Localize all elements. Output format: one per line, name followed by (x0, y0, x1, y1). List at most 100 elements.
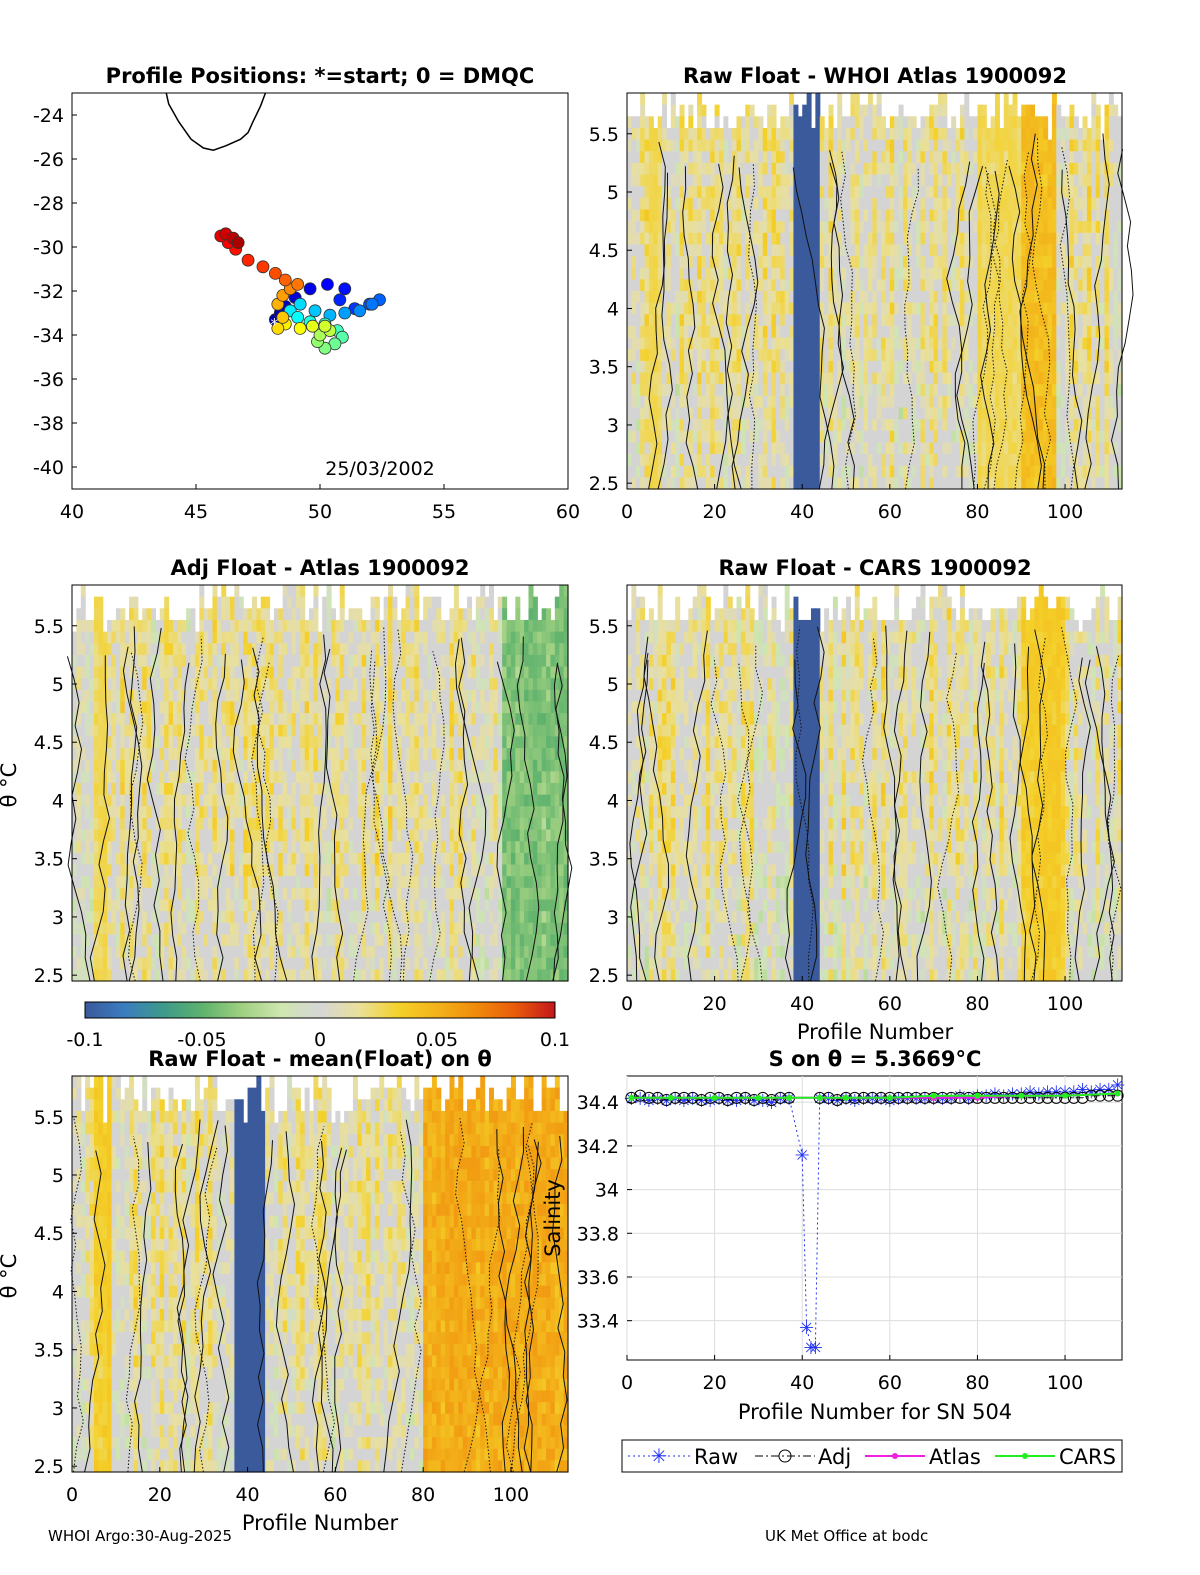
raw_whoi-heatmap-cell (745, 360, 751, 374)
raw_whoi-heatmap-cell (762, 372, 768, 385)
raw_whoi-heatmap-cell (692, 477, 698, 490)
raw_whoi-heatmap-cell (666, 360, 672, 374)
raw_whoi-heatmap-cell (964, 419, 970, 432)
adj_atlas-heatmap-cell (85, 666, 91, 679)
adj_atlas-heatmap-cell (133, 887, 139, 901)
adj_atlas-heatmap-cell (137, 946, 143, 959)
adj_atlas-heatmap-cell (190, 829, 196, 842)
raw_whoi-heatmap-cell (657, 454, 663, 467)
adj_atlas-heatmap-cell (203, 643, 209, 656)
raw_whoi-heatmap-cell (648, 279, 654, 292)
adj_atlas-heatmap-cell (111, 713, 117, 726)
raw_whoi-heatmap-cell (666, 221, 672, 234)
adj_atlas-heatmap-cell (203, 841, 209, 854)
raw_whoi-heatmap-cell (850, 325, 856, 339)
raw_whoi-heatmap-cell (640, 244, 646, 257)
raw_whoi-heatmap-cell (1060, 127, 1066, 141)
adj_atlas-heatmap-cell (212, 619, 218, 633)
adj_atlas-heatmap-cell (208, 631, 214, 644)
raw_whoi-heatmap-cell (942, 314, 948, 327)
adj_atlas-heatmap-cell (151, 689, 156, 703)
raw_whoi-heatmap-cell (942, 139, 948, 152)
raw_whoi-heatmap-cell (679, 127, 685, 141)
raw_whoi-heatmap-cell (1008, 465, 1014, 478)
raw_whoi-heatmap-cell (955, 407, 961, 420)
raw_whoi-heatmap-cell (994, 209, 1000, 222)
adj_atlas-heatmap-cell (137, 841, 143, 854)
raw_whoi-heatmap-cell (1021, 151, 1027, 164)
raw_whoi-heatmap-cell (767, 186, 773, 199)
raw_whoi-heatmap-cell (802, 151, 808, 164)
raw_whoi-heatmap-cell (907, 221, 913, 234)
adj_atlas-heatmap-cell (146, 748, 152, 761)
raw_whoi-heatmap-cell (859, 465, 865, 478)
raw_whoi-heatmap-cell (828, 291, 834, 304)
raw_whoi-heatmap-cell (771, 232, 777, 246)
adj_atlas-heatmap-cell (186, 806, 192, 819)
raw_whoi-heatmap-cell (981, 314, 987, 327)
raw_whoi-heatmap-cell (793, 291, 799, 304)
raw_whoi-heatmap-cell (1065, 127, 1071, 141)
adj_atlas-heatmap-cell (107, 701, 113, 714)
adj_atlas-heatmap-cell (199, 899, 205, 912)
raw_whoi-heatmap-cell (679, 267, 685, 280)
raw_whoi-heatmap-cell (723, 186, 729, 199)
raw_whoi-heatmap-cell (679, 256, 685, 269)
raw_whoi-heatmap-cell (810, 384, 816, 397)
raw_whoi-heatmap-cell (872, 337, 878, 350)
raw_whoi-heatmap-cell (762, 477, 768, 490)
raw_whoi-heatmap-cell (727, 442, 733, 455)
raw_whoi-heatmap-cell (710, 267, 716, 280)
raw_whoi-heatmap-cell (938, 384, 943, 397)
raw_whoi-heatmap-cell (758, 139, 764, 152)
raw_whoi-heatmap-cell (797, 279, 803, 292)
adj_atlas-heatmap-cell (93, 934, 99, 947)
adj_atlas-heatmap-cell (142, 852, 148, 866)
raw_whoi-heatmap-cell (692, 384, 698, 397)
raw_whoi-heatmap-cell (670, 174, 676, 187)
raw_whoi-heatmap-cell (1065, 279, 1071, 292)
raw_whoi-heatmap-cell (1056, 314, 1062, 327)
raw_whoi-heatmap-cell (859, 267, 865, 280)
raw_whoi-heatmap-cell (1073, 116, 1079, 129)
raw_whoi-heatmap-cell (946, 477, 952, 490)
raw_whoi-heatmap-cell (797, 419, 803, 432)
raw_whoi-heatmap-cell (1043, 186, 1049, 199)
raw_whoi-heatmap-cell (1082, 419, 1088, 432)
raw_whoi-heatmap-cell (885, 186, 891, 199)
raw_whoi-heatmap-cell (872, 162, 878, 176)
raw_whoi-heatmap-cell (902, 372, 908, 385)
raw_whoi-heatmap-cell (692, 337, 698, 350)
raw_whoi-heatmap-cell (697, 221, 703, 234)
raw_whoi-heatmap-cell (653, 372, 659, 385)
raw_whoi-heatmap-cell (793, 151, 799, 164)
raw_whoi-heatmap-cell (1073, 314, 1079, 327)
raw_whoi-heatmap-cell (916, 442, 922, 455)
raw_whoi-heatmap-cell (955, 186, 961, 199)
raw_whoi-heatmap-cell (902, 349, 908, 362)
adj_atlas-heatmap-cell (181, 887, 187, 901)
raw_whoi-heatmap-cell (762, 291, 768, 304)
raw_whoi-heatmap-cell (1021, 454, 1027, 467)
raw_whoi-heatmap-cell (942, 174, 948, 187)
raw_whoi-heatmap-cell (758, 454, 764, 467)
adj_atlas-heatmap-cell (194, 631, 200, 644)
raw_whoi-heatmap-cell (872, 395, 878, 409)
raw_whoi-heatmap-cell (876, 151, 882, 164)
raw_whoi-heatmap-cell (854, 162, 860, 176)
raw_whoi-heatmap-cell (679, 151, 685, 164)
raw_whoi-heatmap-cell (732, 186, 738, 199)
raw_whoi-heatmap-cell (784, 139, 790, 152)
adj_atlas-heatmap-cell (89, 783, 95, 796)
adj_atlas-heatmap-cell (146, 887, 152, 901)
adj_atlas-heatmap-cell (137, 934, 143, 947)
raw_whoi-heatmap-cell (657, 256, 663, 269)
raw_whoi-heatmap-cell (762, 302, 768, 315)
raw_whoi-heatmap-cell (955, 291, 961, 304)
raw_whoi-heatmap-cell (732, 232, 738, 246)
raw_whoi-heatmap-cell (832, 186, 838, 199)
raw_whoi-heatmap-cell (1069, 384, 1075, 397)
adj_atlas-heatmap-cell (72, 759, 77, 772)
raw_whoi-heatmap-cell (920, 477, 926, 490)
adj_atlas-heatmap-cell (129, 946, 135, 959)
